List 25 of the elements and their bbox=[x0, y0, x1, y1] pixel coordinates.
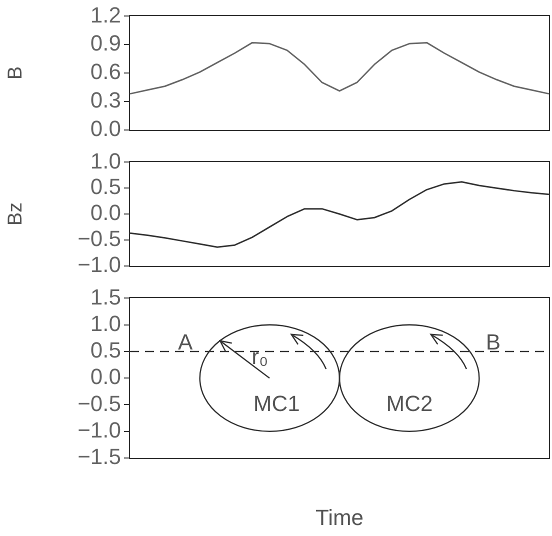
y-tick-label: 0.0 bbox=[90, 364, 121, 390]
y-tick-label: 0.0 bbox=[90, 200, 121, 226]
annotation: A bbox=[178, 330, 193, 355]
y-tick-label: −1.5 bbox=[78, 444, 121, 470]
y-tick-label: 0.3 bbox=[90, 87, 121, 112]
y-tick-label: 0.5 bbox=[90, 174, 121, 200]
annotation: r₀ bbox=[252, 344, 268, 369]
y-tick-label: 1.0 bbox=[90, 310, 121, 336]
y-tick-label: 0.5 bbox=[90, 338, 121, 363]
y-tick-label: −1.0 bbox=[78, 252, 121, 277]
y-tick-label: 1.2 bbox=[90, 2, 121, 28]
y-tick-label: −0.5 bbox=[78, 390, 121, 416]
y-tick-label: 1.0 bbox=[90, 148, 121, 174]
annotation: MC1 bbox=[253, 390, 300, 416]
y-axis-title: B bbox=[4, 66, 27, 80]
x-axis-title: Time bbox=[315, 504, 364, 530]
y-tick-label: −1.0 bbox=[78, 417, 121, 442]
y-tick-label: 0.6 bbox=[90, 59, 121, 84]
y-axis-title: Bz bbox=[4, 202, 27, 226]
y-tick-label: 0.9 bbox=[90, 30, 121, 56]
y-tick-label: 1.5 bbox=[90, 284, 121, 310]
annotation: B bbox=[486, 330, 501, 355]
y-tick-label: −0.5 bbox=[78, 226, 121, 251]
y-tick-label: 0.0 bbox=[90, 116, 121, 141]
annotation: MC2 bbox=[386, 390, 433, 416]
